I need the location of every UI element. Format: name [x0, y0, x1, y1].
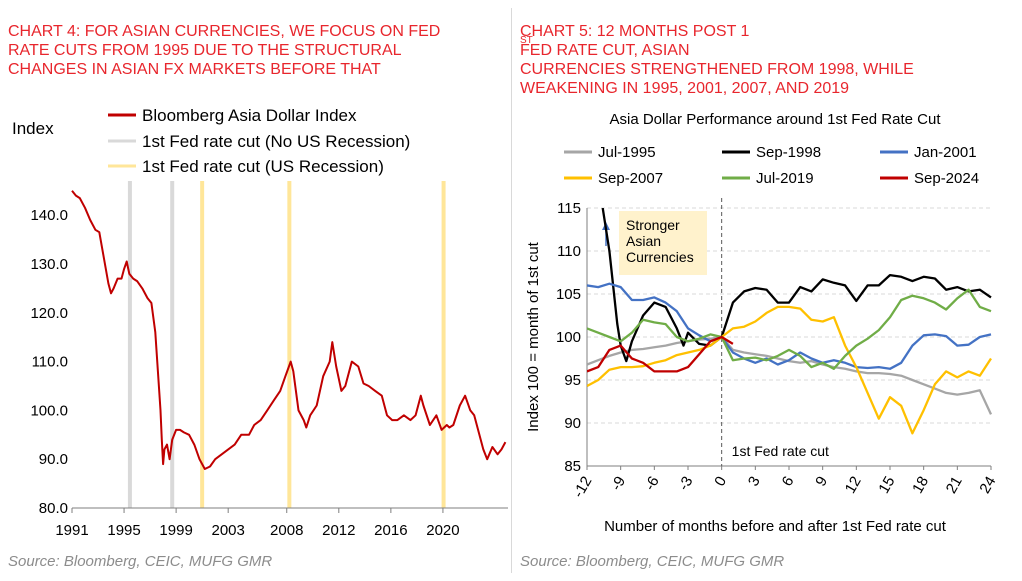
chart4-panel: CHART 4: FOR ASIAN CURRENCIES, WE FOCUS … [8, 22, 508, 570]
x-tick-label: 1995 [107, 522, 140, 539]
y-tick-label: 130.0 [30, 256, 68, 273]
y-tick-label: 120.0 [30, 305, 68, 322]
x-tick-label: 2012 [322, 522, 355, 539]
x-tick-label: -3 [675, 474, 696, 494]
x-tick-label: -9 [608, 474, 629, 494]
legend-label: Jan-2001 [914, 144, 977, 161]
x-tick-label: 12 [842, 474, 865, 497]
y-tick-label: 100.0 [30, 402, 68, 419]
x-tick-label: 1999 [159, 522, 192, 539]
series-line-jan-2001 [587, 282, 992, 370]
y-tick-label: 115 [557, 200, 581, 217]
y-tick-label: 80.0 [39, 500, 68, 517]
fed-cut-label: 1st Fed rate cut [732, 443, 829, 459]
x-tick-label: 1991 [55, 522, 88, 539]
chart5-title-line1-pre: CHART 5: 12 MONTHS POST 1 [520, 23, 750, 40]
stronger-currencies-text: Asian [626, 233, 661, 249]
fed-cut-bar-recession [287, 181, 292, 508]
stronger-currencies-text: Stronger [626, 217, 680, 233]
y-tick-label: 90 [564, 415, 581, 432]
legend-label: Jul-2019 [756, 170, 814, 187]
series-line-jul-2019 [587, 288, 992, 370]
legend-label: Sep-1998 [756, 144, 821, 161]
series-line-sep-1998 [601, 208, 992, 363]
chart5-panel: CHART 5: 12 MONTHS POST 1 ST FED RATE CUT… [512, 0, 1022, 581]
fed-cut-bar-no-recession [170, 181, 175, 508]
chart5-svg: Asia Dollar Performance around 1st Fed R… [525, 111, 999, 535]
chart5-title-line1-post: FED RATE CUT, ASIAN [520, 42, 690, 59]
y-tick-label: 140.0 [30, 207, 68, 224]
fed-cut-bar-recession [441, 181, 446, 508]
legend-label: Sep-2007 [598, 170, 663, 187]
y-tick-label: 85 [564, 458, 581, 475]
y-tick-label: 110.0 [32, 354, 68, 371]
y-tick-label: 100 [556, 329, 581, 346]
x-tick-label: 15 [875, 474, 898, 497]
x-axis-label: Number of months before and after 1st Fe… [604, 518, 947, 535]
x-tick-label: 0 [711, 474, 730, 490]
legend-label: Jul-1995 [598, 144, 656, 161]
stronger-currencies-box [619, 211, 707, 275]
chart5-title-line: CURRENCIES STRENGTHENED FROM 1998, WHILE [520, 61, 914, 78]
chart4-title-line: RATE CUTS FROM 1995 DUE TO THE STRUCTURA… [8, 42, 402, 59]
series-line-jul-1995 [587, 335, 993, 415]
x-tick-label: 2016 [374, 522, 407, 539]
chart5-source: Source: Bloomberg, CEIC, MUFG GMR [520, 553, 785, 570]
chart4-title-line: CHANGES IN ASIAN FX MARKETS BEFORE THAT [8, 61, 381, 78]
y-tick-label: 105 [556, 286, 581, 303]
stronger-currencies-text: Currencies [626, 249, 694, 265]
legend-label: Bloomberg Asia Dollar Index [142, 106, 357, 125]
series-line-sep-2024 [587, 335, 734, 373]
x-tick-label: 18 [909, 474, 932, 497]
fed-cut-bar-no-recession [127, 181, 132, 508]
chart4-title-line: CHART 4: FOR ASIAN CURRENCIES, WE FOCUS … [8, 23, 441, 40]
x-tick-label: -12 [570, 474, 596, 501]
x-tick-label: 9 [812, 474, 831, 490]
chart5-title-line: WEAKENING IN 1995, 2001, 2007, AND 2019 [520, 80, 850, 97]
x-tick-label: 2003 [211, 522, 244, 539]
legend-label: 1st Fed rate cut (US Recession) [142, 157, 384, 176]
panel-divider [511, 8, 512, 573]
y-tick-label: 95 [564, 372, 581, 389]
chart5-inner-title: Asia Dollar Performance around 1st Fed R… [610, 111, 942, 128]
chart4-source: Source: Bloomberg, CEIC, MUFG GMR [8, 553, 273, 570]
x-tick-label: 21 [943, 474, 966, 497]
chart4-svg: 1991 1995 1999 2003 2008 2012 2016 2020 80.0 90.0… [12, 106, 508, 539]
x-tick-label: 24 [976, 474, 999, 497]
y-tick-label: 90.0 [39, 451, 68, 468]
chart4-title: CHART 4: FOR ASIAN CURRENCIES, WE FOCUS … [8, 22, 503, 79]
y-axis-label: Index 100 = month of 1st cut [525, 241, 542, 432]
x-tick-label: 2020 [426, 522, 459, 539]
x-tick-label: 3 [745, 474, 764, 490]
y-axis-label: Index [12, 119, 54, 138]
asia-dollar-index-line [71, 190, 507, 470]
y-tick-label: 110 [557, 243, 581, 260]
fed-cut-bar-recession [200, 181, 205, 508]
legend-label: 1st Fed rate cut (No US Recession) [142, 132, 410, 151]
series-group [587, 208, 993, 435]
x-tick-label: 6 [779, 474, 798, 490]
x-tick-label: -6 [641, 474, 662, 494]
chart5-title-line: CHART 5: 12 MONTHS POST 1 ST FED RATE CUT… [520, 22, 1015, 60]
x-tick-label: 2008 [270, 522, 303, 539]
legend-label: Sep-2024 [914, 170, 979, 187]
series-line-sep-2007 [587, 305, 992, 435]
chart5-title: CHART 5: 12 MONTHS POST 1 ST FED RATE CUT… [520, 22, 1015, 98]
